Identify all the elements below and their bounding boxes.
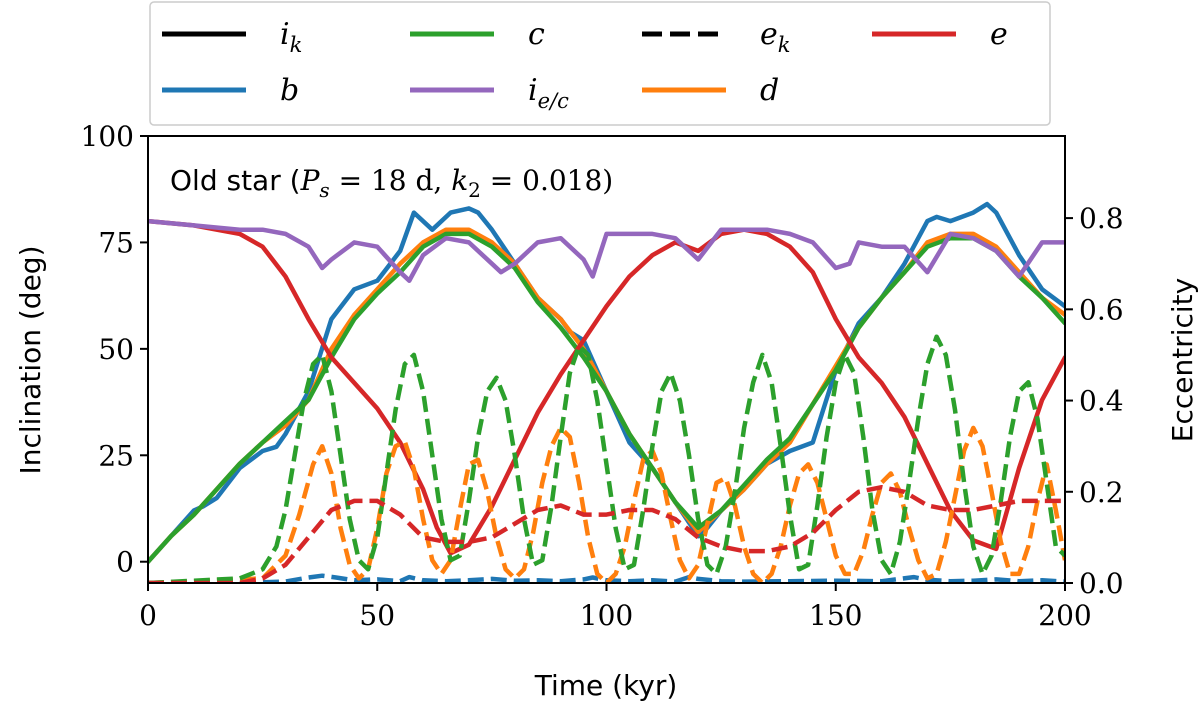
legend-label-e: e <box>990 17 1008 52</box>
x-tick-label: 50 <box>359 599 395 632</box>
x-tick-label: 100 <box>580 599 633 632</box>
y-tick-label-left: 100 <box>81 120 134 153</box>
series-line-e-c <box>148 334 1065 583</box>
legend-label-iec: ie/c <box>528 73 569 113</box>
x-axis-title: Time (kyr) <box>534 669 678 702</box>
y-tick-label-left: 50 <box>98 333 134 366</box>
legend: ik b c ie/c ek d e <box>162 17 1008 113</box>
legend-label-ek: ek <box>760 17 791 57</box>
legend-box <box>149 1 1051 126</box>
ticks: 0 50 100 150 200 0 25 50 75 100 0.0 0.2 0.4 0.6 0.8 <box>81 120 1124 632</box>
y-tick-label-right: 0.6 <box>1079 293 1124 326</box>
y-tick-label-left: 75 <box>98 226 134 259</box>
legend-label-ik: ik <box>280 17 302 57</box>
series-line-i-ec <box>148 218 1065 283</box>
x-tick-label: 150 <box>809 599 862 632</box>
y-axis-title-left: Inclination (deg) <box>14 245 47 474</box>
legend-label-b: b <box>280 73 299 108</box>
y-tick-label-left: 0 <box>116 546 134 579</box>
annotation-text: Old star (Ps = 18 d, k2 = 0.018) <box>170 164 613 202</box>
y-tick-label-right: 0.2 <box>1079 476 1124 509</box>
legend-label-d: d <box>760 73 779 108</box>
series-line-e-e <box>148 484 1065 583</box>
series-layer <box>148 201 1065 583</box>
y-tick-label-right: 0.0 <box>1079 567 1124 600</box>
y-tick-label-left: 25 <box>98 439 134 472</box>
x-tick-label: 200 <box>1038 599 1091 632</box>
legend-label-c: c <box>528 17 545 52</box>
series-line-i-b <box>148 201 1065 564</box>
y-tick-label-right: 0.8 <box>1079 202 1124 235</box>
y-tick-label-right: 0.4 <box>1079 385 1124 418</box>
y-axis-title-right: Eccentricity <box>1166 278 1199 442</box>
x-tick-label: 0 <box>139 599 157 632</box>
